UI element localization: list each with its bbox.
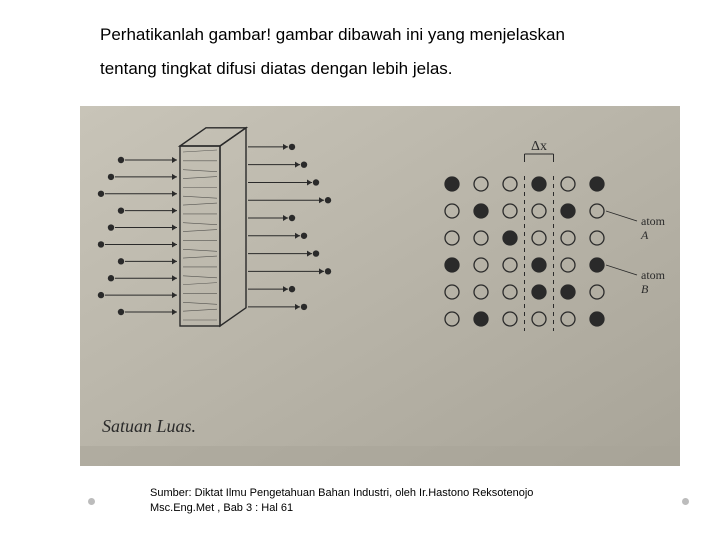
figure-container: ΔxatomAatomB Satuan Luas. <box>80 106 680 466</box>
svg-text:Δx: Δx <box>531 139 547 154</box>
paragraph-line-2: tentang tingkat difusi diatas dengan leb… <box>100 52 670 86</box>
svg-text:B: B <box>641 282 649 296</box>
slide-bullet-right <box>682 498 689 505</box>
svg-text:A: A <box>640 228 649 242</box>
paragraph-line-1: Perhatikanlah gambar! gambar dibawah ini… <box>100 18 670 52</box>
source-citation: Sumber: Diktat Ilmu Pengetahuan Bahan In… <box>150 486 533 517</box>
diffusion-figure: ΔxatomAatomB <box>80 106 680 466</box>
svg-text:atom: atom <box>641 214 666 228</box>
source-line-1: Sumber: Diktat Ilmu Pengetahuan Bahan In… <box>150 486 533 501</box>
source-line-2: Msc.Eng.Met , Bab 3 : Hal 61 <box>150 501 533 516</box>
body-text: Perhatikanlah gambar! gambar dibawah ini… <box>0 0 720 86</box>
figure-caption: Satuan Luas. <box>102 416 196 437</box>
slide-bullet-left <box>88 498 95 505</box>
svg-text:atom: atom <box>641 268 666 282</box>
